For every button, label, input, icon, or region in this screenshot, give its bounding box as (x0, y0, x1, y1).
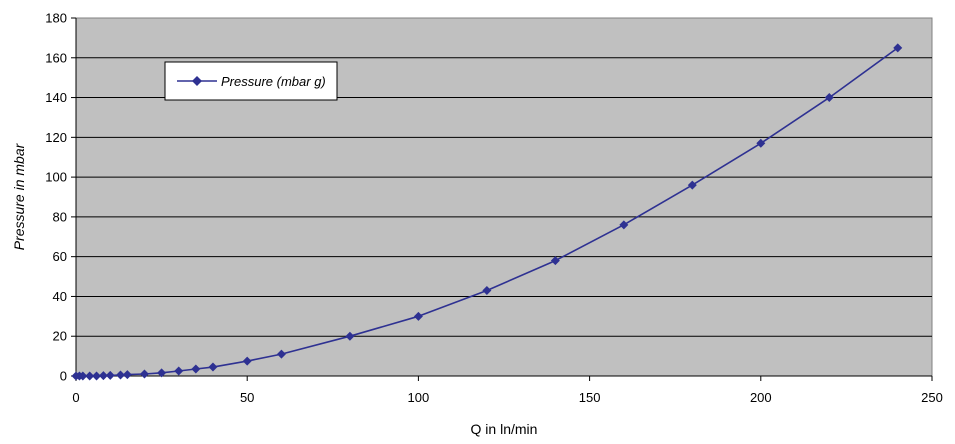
y-tick-label: 80 (53, 209, 67, 224)
data-point (276, 349, 286, 359)
x-tick-label: 0 (72, 390, 79, 405)
series-group (71, 43, 903, 381)
x-tick-label: 50 (240, 390, 254, 405)
data-point (116, 370, 126, 380)
data-point (345, 331, 355, 341)
data-point (824, 93, 834, 103)
legend: Pressure (mbar g) (164, 61, 338, 101)
y-tick-label: 120 (45, 130, 67, 145)
grid-lines (76, 57, 932, 337)
x-tick-label: 200 (750, 390, 772, 405)
data-point (122, 370, 132, 380)
x-axis-title: Q in ln/min (471, 421, 538, 437)
y-tick-label: 0 (60, 369, 67, 384)
data-point (105, 370, 115, 380)
data-point (85, 371, 95, 381)
y-tick-labels: 0 20 40 60 80 100 120 140 160 180 (45, 11, 67, 384)
y-tick-label: 160 (45, 50, 67, 65)
x-tick-label: 100 (408, 390, 430, 405)
y-tick-label: 20 (53, 329, 67, 344)
y-tick-label: 140 (45, 90, 67, 105)
data-point (242, 356, 252, 366)
y-axis-title: Pressure in mbar (11, 142, 27, 250)
data-point (208, 362, 218, 372)
x-tick-label: 250 (921, 390, 943, 405)
data-point (191, 364, 201, 374)
data-point (619, 220, 629, 230)
x-tick-label: 150 (579, 390, 601, 405)
data-point (98, 371, 108, 381)
data-point (174, 366, 184, 376)
legend-label: Pressure (mbar g) (221, 74, 326, 89)
data-point (157, 368, 167, 378)
data-point (756, 138, 766, 148)
data-point (139, 369, 149, 379)
legend-marker-icon (192, 76, 202, 86)
y-tick-label: 180 (45, 11, 67, 26)
y-tick-label: 60 (53, 249, 67, 264)
y-tick-label: 40 (53, 289, 67, 304)
data-point (893, 43, 903, 53)
data-point (687, 180, 697, 190)
data-point (550, 256, 560, 266)
data-point (78, 371, 88, 381)
data-point (92, 371, 102, 381)
data-point (482, 285, 492, 295)
data-point (413, 311, 423, 321)
y-tick-label: 100 (45, 170, 67, 185)
x-tick-labels: 0 50 100 150 200 250 (72, 390, 942, 405)
